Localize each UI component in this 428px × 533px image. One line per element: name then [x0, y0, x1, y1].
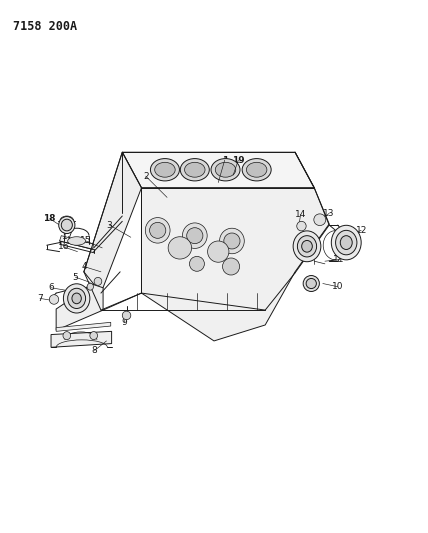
Text: 16: 16 — [58, 243, 69, 252]
Ellipse shape — [122, 311, 131, 320]
Text: 19: 19 — [232, 156, 245, 165]
Ellipse shape — [68, 237, 86, 245]
Ellipse shape — [182, 223, 207, 248]
Text: 4: 4 — [81, 262, 87, 271]
Ellipse shape — [90, 332, 98, 340]
Ellipse shape — [340, 236, 352, 249]
Polygon shape — [56, 322, 111, 332]
Ellipse shape — [306, 278, 316, 288]
Ellipse shape — [150, 159, 179, 181]
Ellipse shape — [302, 240, 312, 252]
Ellipse shape — [297, 221, 306, 231]
Ellipse shape — [87, 283, 93, 290]
Ellipse shape — [180, 159, 209, 181]
Text: 3: 3 — [107, 221, 113, 230]
Ellipse shape — [215, 163, 236, 177]
Polygon shape — [142, 188, 329, 341]
Text: 10: 10 — [332, 282, 343, 291]
Text: 12: 12 — [356, 226, 367, 235]
Ellipse shape — [247, 163, 267, 177]
Polygon shape — [51, 332, 112, 348]
Text: 6: 6 — [48, 283, 54, 292]
Text: 17: 17 — [62, 232, 74, 241]
Ellipse shape — [208, 241, 229, 262]
Ellipse shape — [223, 258, 240, 275]
Text: 5: 5 — [72, 273, 78, 281]
Text: 11: 11 — [333, 255, 345, 264]
Ellipse shape — [61, 219, 72, 231]
Ellipse shape — [72, 293, 81, 304]
Ellipse shape — [94, 277, 102, 285]
Text: 9: 9 — [122, 318, 127, 327]
Ellipse shape — [211, 159, 240, 181]
Ellipse shape — [242, 159, 271, 181]
Ellipse shape — [59, 216, 75, 233]
Polygon shape — [122, 152, 314, 188]
Text: 7: 7 — [37, 294, 43, 303]
Polygon shape — [59, 236, 94, 249]
Ellipse shape — [63, 284, 90, 313]
Ellipse shape — [297, 236, 317, 257]
Polygon shape — [84, 152, 142, 293]
Ellipse shape — [303, 276, 319, 292]
Ellipse shape — [331, 225, 361, 260]
Text: 15: 15 — [80, 237, 92, 246]
Text: 8: 8 — [92, 346, 98, 355]
Ellipse shape — [220, 228, 244, 254]
Text: 2: 2 — [143, 172, 149, 181]
Text: 13: 13 — [324, 209, 335, 218]
Text: 18: 18 — [44, 214, 56, 223]
Ellipse shape — [155, 163, 175, 177]
Ellipse shape — [187, 228, 203, 244]
Ellipse shape — [146, 217, 170, 243]
Text: 14: 14 — [295, 210, 306, 219]
Ellipse shape — [168, 237, 192, 259]
Ellipse shape — [68, 288, 86, 309]
Text: 1: 1 — [222, 156, 228, 165]
Ellipse shape — [63, 332, 71, 340]
Text: 7158 200A: 7158 200A — [14, 20, 77, 33]
Ellipse shape — [149, 222, 166, 238]
Ellipse shape — [224, 233, 240, 249]
Ellipse shape — [184, 163, 205, 177]
Ellipse shape — [336, 230, 357, 255]
Ellipse shape — [293, 231, 321, 262]
Ellipse shape — [314, 214, 326, 225]
Ellipse shape — [190, 256, 205, 271]
Polygon shape — [56, 284, 103, 330]
Ellipse shape — [49, 295, 59, 304]
